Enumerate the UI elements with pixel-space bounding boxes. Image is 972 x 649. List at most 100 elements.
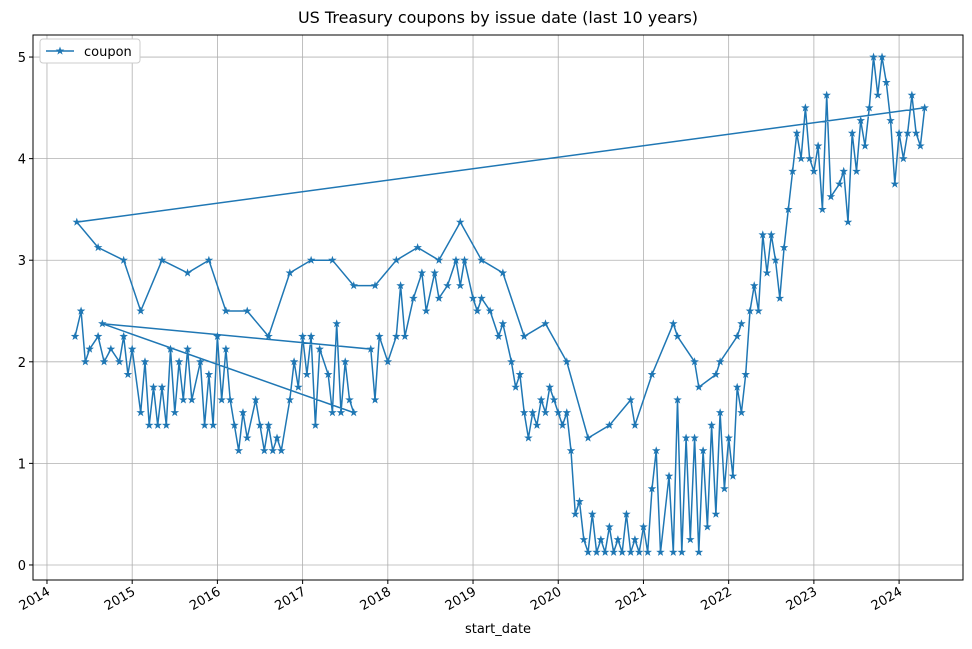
- y-tick-label: 2: [18, 356, 26, 371]
- data-point: [754, 306, 763, 315]
- data-point: [630, 535, 640, 544]
- data-point: [200, 420, 209, 429]
- data-point: [99, 357, 109, 366]
- data-point: [673, 395, 682, 404]
- data-point: [592, 547, 601, 556]
- data-point: [698, 446, 708, 455]
- data-point: [272, 433, 282, 442]
- data-point: [656, 547, 665, 556]
- data-point: [507, 357, 516, 366]
- data-point: [140, 357, 150, 366]
- data-point: [213, 331, 222, 340]
- data-point: [758, 230, 767, 239]
- data-point: [622, 509, 631, 518]
- data-point: [681, 433, 691, 442]
- data-point: [609, 547, 618, 556]
- data-point: [106, 344, 116, 353]
- data-point: [890, 179, 900, 188]
- data-point: [498, 319, 508, 328]
- data-point: [588, 509, 597, 518]
- data-point: [443, 281, 452, 290]
- data-point: [771, 255, 780, 264]
- data-point: [136, 306, 145, 315]
- data-point: [434, 255, 444, 264]
- data-point: [600, 547, 610, 556]
- data-point: [532, 420, 542, 429]
- data-point: [315, 344, 324, 353]
- data-point: [575, 497, 584, 506]
- data-point: [545, 382, 554, 391]
- data-point: [149, 382, 158, 391]
- data-point: [328, 408, 337, 417]
- data-point: [477, 293, 486, 302]
- data-point: [711, 370, 721, 379]
- data-point: [541, 319, 550, 328]
- legend-label: coupon: [84, 45, 132, 60]
- data-point: [669, 547, 678, 556]
- y-tick-label: 4: [18, 153, 26, 168]
- data-point: [166, 344, 175, 353]
- data-point: [170, 408, 180, 417]
- data-point: [626, 547, 635, 556]
- data-point: [93, 331, 103, 340]
- data-point: [664, 471, 674, 480]
- data-point: [255, 420, 265, 429]
- data-point: [221, 306, 231, 315]
- data-point: [409, 293, 418, 302]
- data-point: [613, 535, 623, 544]
- data-point: [157, 255, 167, 264]
- data-point: [238, 408, 248, 417]
- data-point: [899, 154, 908, 163]
- series-line: [74, 56, 926, 553]
- data-point: [421, 306, 431, 315]
- y-tick-label: 3: [18, 254, 26, 269]
- data-point: [72, 217, 82, 226]
- data-point: [370, 281, 380, 290]
- data-point: [715, 408, 725, 417]
- data-point: [519, 331, 529, 340]
- data-point: [690, 433, 699, 442]
- data-point: [242, 306, 252, 315]
- data-point: [473, 306, 482, 315]
- data-point: [336, 408, 346, 417]
- data-point: [720, 484, 729, 493]
- data-point: [856, 116, 865, 125]
- data-point: [392, 255, 401, 264]
- data-point: [873, 90, 883, 99]
- data-point: [494, 331, 503, 340]
- data-point: [396, 281, 405, 290]
- data-point: [554, 408, 563, 417]
- data-point: [417, 268, 427, 277]
- data-point: [285, 395, 295, 404]
- data-point: [920, 103, 929, 112]
- data-point: [370, 395, 380, 404]
- data-point: [792, 128, 802, 137]
- data-point: [835, 179, 844, 188]
- data-point: [865, 103, 874, 112]
- data-point: [208, 420, 218, 429]
- data-point: [430, 268, 439, 277]
- data-point: [826, 192, 836, 201]
- data-point: [349, 281, 358, 290]
- data-point: [813, 141, 823, 150]
- data-point: [801, 103, 810, 112]
- data-point: [643, 547, 652, 556]
- data-point: [468, 293, 478, 302]
- data-point: [413, 243, 422, 252]
- data-point: [536, 395, 546, 404]
- data-point: [626, 395, 635, 404]
- data-point: [715, 357, 725, 366]
- data-point: [187, 395, 197, 404]
- chart-title: US Treasury coupons by issue date (last …: [298, 8, 698, 27]
- data-point: [605, 420, 614, 429]
- data-point: [882, 77, 891, 87]
- data-point: [183, 268, 192, 277]
- data-point: [703, 522, 712, 531]
- data-point: [196, 357, 205, 366]
- data-point: [860, 141, 870, 150]
- y-tick-label: 5: [18, 51, 26, 66]
- data-point: [583, 547, 593, 556]
- data-point: [392, 331, 401, 340]
- data-point: [579, 535, 589, 544]
